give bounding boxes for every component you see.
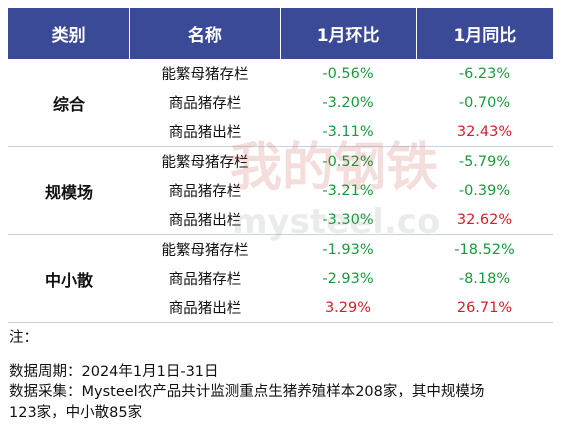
notes-period: 数据周期：2024年1月1日-31日 bbox=[9, 363, 219, 380]
yoy-value: 32.62% bbox=[456, 211, 513, 228]
item-name: 能繁母猪存栏 bbox=[161, 67, 249, 83]
mom-value: 3.29% bbox=[324, 299, 372, 316]
group-small-medium: 中小散 能繁母猪存栏 -1.93% -18.52% 商品猪存栏 -2.93% -… bbox=[8, 235, 553, 323]
table-row: 能繁母猪存栏 -0.52% -5.79% bbox=[130, 147, 553, 176]
table-row: 能繁母猪存栏 -0.56% -6.23% bbox=[130, 59, 553, 88]
group-large-scale: 规模场 能繁母猪存栏 -0.52% -5.79% 商品猪存栏 -3.21% -0… bbox=[8, 147, 553, 235]
mom-value: -3.11% bbox=[322, 123, 374, 140]
group-comprehensive: 综合 能繁母猪存栏 -0.56% -6.23% 商品猪存栏 -3.20% -0.… bbox=[8, 59, 553, 147]
group-name: 中小散 bbox=[44, 270, 93, 290]
mom-value: -2.93% bbox=[322, 270, 374, 287]
table-row: 商品猪出栏 -3.30% 32.62% bbox=[130, 205, 553, 234]
mom-value: -3.20% bbox=[322, 94, 374, 111]
header-yoy: 1月同比 bbox=[453, 26, 517, 46]
table-header: 类别 名称 1月环比 1月同比 bbox=[8, 8, 553, 59]
table-row: 商品猪存栏 -3.20% -0.70% bbox=[130, 88, 553, 117]
item-name: 商品猪出栏 bbox=[168, 125, 242, 141]
table-row: 商品猪存栏 -2.93% -8.18% bbox=[130, 264, 553, 293]
group-name: 规模场 bbox=[44, 182, 93, 202]
yoy-value: -0.39% bbox=[458, 182, 511, 199]
notes-source-line1: 数据采集：Mysteel农产品共计监测重点生猪养殖样本208家，其中规模场 bbox=[9, 384, 485, 400]
yoy-value: 26.71% bbox=[456, 299, 513, 316]
item-name: 商品猪出栏 bbox=[168, 213, 242, 229]
mom-value: -3.30% bbox=[322, 211, 374, 228]
yoy-value: -6.23% bbox=[458, 65, 511, 82]
item-name: 能繁母猪存栏 bbox=[161, 243, 249, 259]
item-name: 能繁母猪存栏 bbox=[161, 155, 249, 171]
notes-section: 注： 数据周期：2024年1月1日-31日 数据采集：Mysteel农产品共计监… bbox=[9, 328, 554, 423]
item-name: 商品猪存栏 bbox=[168, 184, 242, 200]
notes-source-line2: 123家，中小散85家 bbox=[9, 404, 143, 421]
mom-value: -0.56% bbox=[322, 65, 374, 82]
notes-label: 注： bbox=[9, 330, 38, 346]
table-row: 商品猪出栏 3.29% 26.71% bbox=[130, 293, 553, 322]
yoy-value: -8.18% bbox=[458, 270, 511, 287]
item-name: 商品猪存栏 bbox=[168, 272, 242, 288]
mom-value: -3.21% bbox=[322, 182, 374, 199]
item-name: 商品猪出栏 bbox=[168, 301, 242, 317]
header-name: 名称 bbox=[130, 8, 281, 59]
mom-value: -0.52% bbox=[322, 153, 374, 170]
yoy-value: -18.52% bbox=[454, 241, 515, 258]
table-row: 商品猪出栏 -3.11% 32.43% bbox=[130, 117, 553, 146]
mom-value: -1.93% bbox=[322, 241, 374, 258]
table-row: 能繁母猪存栏 -1.93% -18.52% bbox=[130, 235, 553, 264]
yoy-value: 32.43% bbox=[456, 123, 513, 140]
statistics-table: 类别 名称 1月环比 1月同比 综合 能繁母猪存栏 -0.56% -6.23% … bbox=[8, 8, 553, 323]
group-name: 综合 bbox=[52, 94, 85, 114]
item-name: 商品猪存栏 bbox=[168, 96, 242, 112]
yoy-value: -5.79% bbox=[458, 153, 511, 170]
yoy-value: -0.70% bbox=[458, 94, 511, 111]
header-category: 类别 bbox=[8, 8, 131, 59]
header-mom: 1月环比 bbox=[281, 8, 417, 59]
table-row: 商品猪存栏 -3.21% -0.39% bbox=[130, 176, 553, 205]
